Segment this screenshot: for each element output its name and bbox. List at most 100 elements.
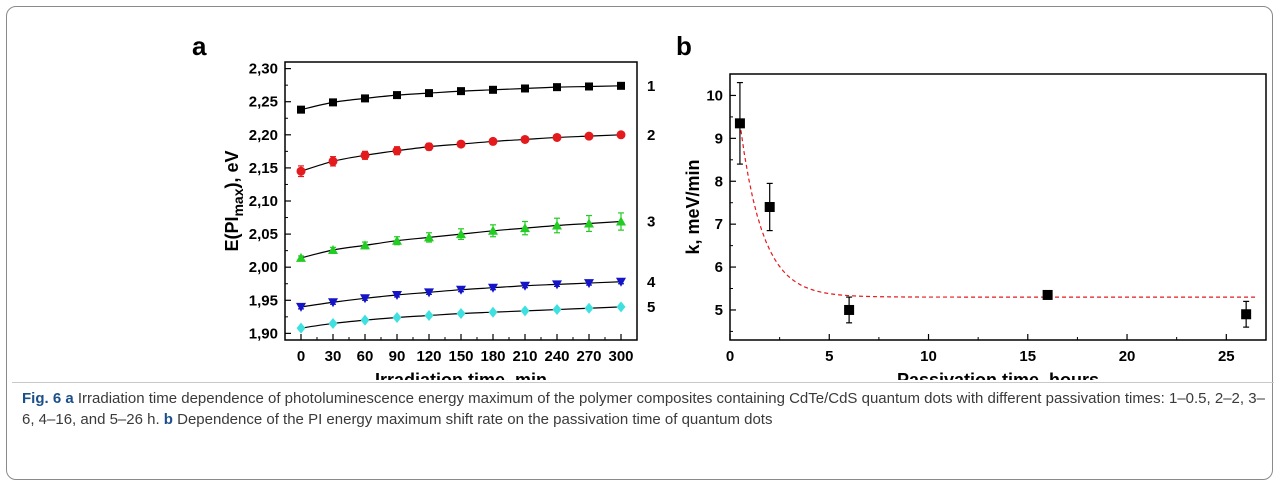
panel-a-x-tick-label: 120 [416,348,441,365]
panel-a-x-tick-label: 0 [297,348,305,365]
panel-a-point-1 [329,98,337,107]
panel-b-axes-frame [729,73,1267,341]
panel-a-point-4 [584,279,594,289]
panel-b-y-axis-label: k, meV/min [683,159,703,254]
panel-b-chart: b 0 5 10 15 20 25 5 6 7 8 9 10 Passivation time, h… [676,31,1267,380]
panel-a-x-tick-label: 270 [576,348,601,365]
panel-a-point-2 [488,136,498,146]
panel-a-point-5 [520,305,530,317]
panel-a-curve-label-1: 1 [647,78,655,95]
panel-a-point-1 [489,85,497,94]
panel-a-point-4 [488,283,498,293]
panel-a-point-4 [360,294,370,304]
panel-a-point-3 [584,218,594,228]
caption-part-b-label: b [163,411,173,428]
figure-caption: Fig. 6 a Irradiation time dependence of … [22,388,1267,430]
panel-a-point-2 [520,134,530,144]
panel-b-x-axis-label: Passivation time, hours [897,370,1099,380]
panel-b-x-tick-label: 5 [825,348,833,365]
panel-a-x-tick-label: 150 [448,348,473,365]
caption-text-a: Irradiation time dependence of photolumi… [22,390,1265,428]
panel-b-y-tick-label: 6 [715,259,723,276]
panel-a-x-tick-label: 210 [512,348,537,365]
panel-b-point [844,304,855,315]
panel-b-title: b [676,31,692,61]
panel-a-y-tick-label: 2,10 [249,193,278,210]
panel-a-y-tick-label: 2,15 [249,160,278,177]
panel-a-y-tick-label: 2,25 [249,94,278,111]
figure-frame [6,6,1273,480]
panel-a-point-3 [328,244,338,254]
panel-a-point-1 [585,82,593,91]
panel-a-y-tick-label: 2,20 [249,127,278,144]
panel-a-y-tick-label: 1,90 [249,325,278,342]
panel-a-point-3 [552,220,562,230]
panel-b-y-tick-label: 8 [715,173,723,190]
panel-a-point-3 [296,252,306,262]
panel-b-point [1042,289,1053,300]
panel-a-point-5 [456,308,466,320]
panel-a-point-2 [328,156,338,166]
panel-a-point-1 [425,89,433,98]
caption-part-a-label: a [65,390,74,407]
panel-a-point-1 [553,83,561,92]
panel-a-point-4 [552,280,562,290]
panel-a-y-tick-label: 2,05 [249,226,278,243]
panel-a-point-3 [520,223,530,233]
panel-a-point-4 [392,290,402,300]
panel-a-point-1 [393,91,401,100]
panel-a-curve-label-3: 3 [647,214,655,231]
panel-b-x-tick-label: 0 [726,348,734,365]
panel-a-point-5 [584,302,594,314]
panel-b-y-tick-label: 7 [715,216,723,233]
panel-a-point-3 [424,232,434,242]
panel-b-fit-curve [739,123,1259,298]
panel-a-point-5 [488,306,498,318]
caption-separator [12,382,1274,383]
panel-a-point-4 [296,302,306,312]
panel-a-point-2 [584,131,594,141]
panel-a-point-5 [552,304,562,316]
panel-b-x-tick-label: 15 [1019,348,1036,365]
panel-a-x-tick-label: 90 [389,348,406,365]
panel-a-x-tick-label: 300 [608,348,633,365]
panel-a-point-4 [328,298,338,308]
panel-a-point-2 [296,166,306,176]
panel-a-x-tick-label: 30 [325,348,342,365]
panel-a-point-1 [361,94,369,103]
panel-b-point [734,118,745,129]
panel-a-x-tick-label: 180 [480,348,505,365]
panel-a-point-1 [457,87,465,96]
panel-a-x-tick-label: 60 [357,348,374,365]
panel-a-point-5 [424,310,434,322]
panel-a-point-1 [617,81,625,90]
panel-a-x-axis-label: Irradiation time, min [375,370,547,380]
panel-a-point-5 [328,317,338,329]
panel-a-point-3 [616,216,626,226]
panel-a-point-2 [552,132,562,142]
panel-b-y-tick-label: 10 [706,87,723,104]
panel-a-point-4 [424,288,434,298]
panel-a-point-2 [456,139,466,149]
panel-a-point-4 [456,285,466,295]
panel-a-x-tick-label: 240 [544,348,569,365]
panel-a-point-5 [360,314,370,326]
panel-a-point-1 [297,105,305,114]
panel-a-point-1 [521,84,529,93]
panel-a-point-3 [360,240,370,250]
panel-a-title: a [192,31,207,61]
panel-a-point-2 [392,146,402,156]
panel-a-curve-label-5: 5 [647,299,655,316]
panel-a-chart: a 0 30 60 90 120 150 180 210 240 270 300 1,90 1,95 2… [192,31,656,380]
panel-a-point-5 [392,311,402,323]
panel-a-point-5 [616,301,626,313]
figure-svg: a 0 30 60 90 120 150 180 210 240 270 300 1,901,952… [192,31,1267,380]
panel-a-point-2 [424,142,434,152]
panel-a-point-3 [456,229,466,239]
panel-a-point-3 [488,225,498,235]
panel-b-x-tick-label: 20 [1119,348,1136,365]
panel-a-curve-label-4: 4 [647,274,656,291]
panel-b-y-tick-label: 5 [715,302,723,319]
caption-figure-label: Fig. 6 [22,390,62,407]
panel-b-point [1241,309,1252,320]
